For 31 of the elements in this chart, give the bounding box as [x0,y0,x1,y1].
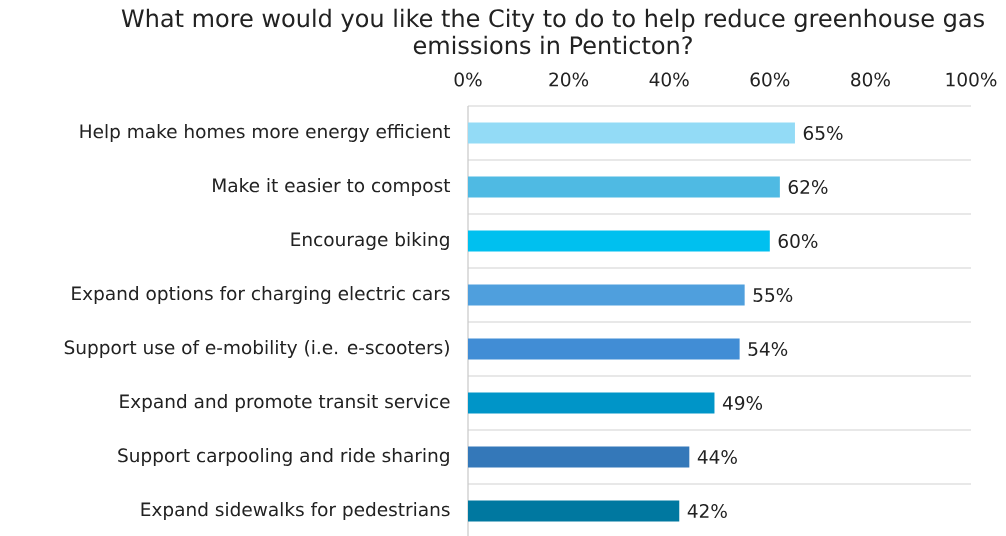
bar [468,338,740,360]
bar [468,176,780,198]
data-label: 54% [748,342,788,356]
y-tick-label: Help make homes more energy efficient [80,124,451,142]
data-label: 60% [778,234,818,248]
chart-title: What more would you like the City to do to help reduce greenhouse gas emissions in Penticton? [121,8,984,55]
x-tick-label: 0% [454,72,482,87]
bar [468,230,770,252]
x-tick-label: 80% [851,72,890,87]
data-label: 65% [803,126,843,140]
y-tick-label: Encourage biking [291,232,449,250]
y-tick-label: Expand options for charging electric cars [72,286,450,304]
y-tick-label: Make it easier to compost [213,178,451,196]
data-label: 44% [697,450,737,464]
y-tick-label: Support carpooling and ride sharing [118,448,449,466]
x-tick-label: 40% [649,72,689,87]
data-label: 49% [722,396,763,410]
x-tick-label: 100% [946,72,997,87]
x-tick-label: 60% [750,72,790,87]
bar [468,446,690,468]
bar [468,500,680,522]
x-tick-label: 20% [549,72,589,87]
y-tick-label: Expand sidewalks for pedestrians [141,502,450,520]
data-label: 42% [687,504,727,518]
bar [468,122,795,144]
y-tick-label: Support use of e-mobility (i.e. e-scooters) [64,340,449,358]
bar [468,284,745,306]
data-label: 55% [753,288,793,302]
data-label: 62% [788,180,828,194]
y-tick-label: Expand and promote transit service [120,394,450,412]
bar [468,392,715,414]
